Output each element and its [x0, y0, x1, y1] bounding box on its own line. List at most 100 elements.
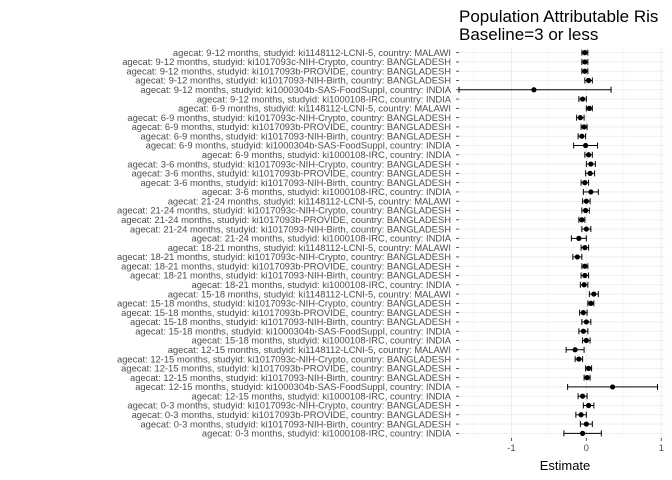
category-label: agecat: 0-3 months, studyid: ki1017093b-…: [132, 409, 451, 420]
estimate-row: [583, 374, 591, 381]
point-estimate: [581, 124, 587, 130]
category-label: agecat: 6-9 months, studyid: ki1017093b-…: [132, 121, 451, 132]
category-label: agecat: 0-3 months, studyid: ki1017093-N…: [140, 418, 451, 429]
estimate-row: [585, 170, 596, 177]
estimate-row: [580, 123, 588, 130]
category-label: agecat: 21-24 months, studyid: ki1000108…: [191, 233, 451, 244]
point-estimate: [585, 152, 592, 158]
point-estimate: [609, 384, 616, 390]
point-estimate: [583, 337, 589, 344]
category-label: agecat: 0-3 months, studyid: ki1000108-I…: [202, 428, 452, 439]
estimate-row: [581, 318, 592, 325]
category-label: agecat: 15-18 months, studyid: ki1000108…: [191, 335, 451, 346]
estimate-row: [580, 272, 590, 279]
category-label: agecat: 18-21 months, studyid: ki1017093…: [130, 270, 451, 281]
estimate-row: [585, 161, 596, 168]
point-estimate: [581, 282, 587, 288]
estimate-row: [587, 300, 595, 307]
category-label: agecat: 12-15 months, studyid: ki1017093…: [117, 353, 451, 364]
category-label: agecat: 9-12 months, studyid: ki1017093c…: [122, 56, 451, 67]
category-label: agecat: 9-12 months, studyid: ki1017093-…: [135, 75, 451, 86]
category-label: agecat: 12-15 months, studyid: ki1017093…: [130, 372, 451, 383]
estimate-row: [588, 291, 599, 298]
point-estimate: [588, 300, 594, 306]
estimate-row: [584, 77, 593, 84]
point-estimate: [580, 310, 586, 316]
point-estimate: [576, 356, 582, 362]
point-estimate: [585, 402, 592, 409]
estimate-row: [578, 216, 586, 223]
point-estimate: [582, 68, 588, 74]
point-estimate: [587, 170, 593, 176]
estimate-row: [572, 253, 583, 260]
category-labels: agecat: 9-12 months, studyid: ki1148112-…: [117, 47, 459, 439]
estimate-row: [582, 337, 591, 344]
point-estimate: [588, 161, 594, 167]
point-estimate: [582, 50, 588, 56]
category-label: agecat: 6-9 months, studyid: ki1148112-L…: [178, 103, 451, 114]
category-label: agecat: 15-18 months, studyid: ki1148112…: [168, 288, 451, 299]
estimate-row: [581, 49, 589, 56]
category-label: agecat: 6-9 months, studyid: ki1017093c-…: [127, 112, 451, 123]
point-estimate: [579, 133, 585, 139]
estimate-row: [579, 281, 589, 288]
point-estimate: [576, 235, 582, 241]
x-axis-title: Estimate: [540, 458, 591, 473]
estimate-row: [575, 411, 587, 418]
category-label: agecat: 9-12 months, studyid: ki1148112-…: [173, 47, 451, 58]
point-estimate: [584, 375, 590, 381]
estimate-row: [582, 198, 591, 205]
category-label: agecat: 3-6 months, studyid: ki1017093b-…: [132, 168, 451, 179]
point-estimate: [582, 142, 589, 149]
category-label: agecat: 15-18 months, studyid: ki1017093…: [117, 298, 451, 309]
estimate-row: [578, 96, 587, 103]
category-label: agecat: 12-15 months, studyid: ki1017093…: [121, 363, 451, 374]
estimate-row: [563, 430, 602, 437]
estimate-row: [570, 235, 587, 242]
estimate-row: [582, 188, 599, 195]
category-label: agecat: 18-21 months, studyid: ki1000108…: [191, 279, 451, 290]
category-label: agecat: 18-21 months, studyid: ki1017093…: [121, 260, 451, 271]
estimate-row: [565, 346, 585, 353]
category-label: agecat: 18-21 months, studyid: ki1017093…: [117, 251, 451, 262]
estimate-row: [577, 393, 588, 400]
estimate-row: [582, 402, 595, 409]
point-estimate: [580, 328, 586, 334]
category-label: agecat: 21-24 months, studyid: ki1017093…: [121, 214, 451, 225]
point-estimate: [585, 77, 592, 84]
estimate-row: [581, 263, 589, 270]
x-tick-label: 1: [659, 443, 664, 454]
estimate-row: [584, 151, 593, 158]
estimate-row: [577, 133, 587, 140]
point-estimate: [580, 430, 586, 436]
estimate-row: [581, 58, 589, 65]
estimate-row: [578, 328, 589, 335]
category-label: agecat: 12-15 months, studyid: ki1000108…: [191, 390, 451, 401]
point-estimate: [580, 393, 586, 399]
x-axis: -1 0 1: [507, 438, 664, 454]
estimate-row: [574, 356, 584, 363]
point-estimate: [577, 115, 583, 121]
category-label: agecat: 6-9 months, studyid: ki1000108-I…: [202, 149, 452, 160]
category-label: agecat: 6-9 months, studyid: ki1000304b-…: [146, 140, 452, 151]
estimate-row: [579, 421, 593, 428]
point-estimate: [580, 96, 586, 102]
estimate-row: [581, 207, 590, 214]
estimate-row: [581, 68, 589, 75]
estimate-row: [573, 142, 599, 149]
estimate-row: [567, 383, 659, 390]
category-label: agecat: 0-3 months, studyid: ki1017093c-…: [127, 400, 451, 411]
category-label: agecat: 9-12 months, studyid: ki1000108-…: [197, 93, 452, 104]
point-estimate: [574, 254, 580, 260]
point-estimate: [582, 272, 588, 279]
estimate-row: [585, 105, 593, 112]
chart-title-line-2: Baseline=3 or less: [459, 25, 598, 44]
estimate-row: [580, 244, 590, 251]
category-label: agecat: 21-24 months, studyid: ki1017093…: [130, 223, 451, 234]
point-estimate: [582, 59, 588, 65]
category-label: agecat: 15-18 months, studyid: ki1000304…: [135, 325, 452, 336]
point-estimate: [578, 412, 584, 418]
category-label: agecat: 15-18 months, studyid: ki1017093…: [121, 307, 451, 318]
point-estimate: [582, 207, 589, 214]
